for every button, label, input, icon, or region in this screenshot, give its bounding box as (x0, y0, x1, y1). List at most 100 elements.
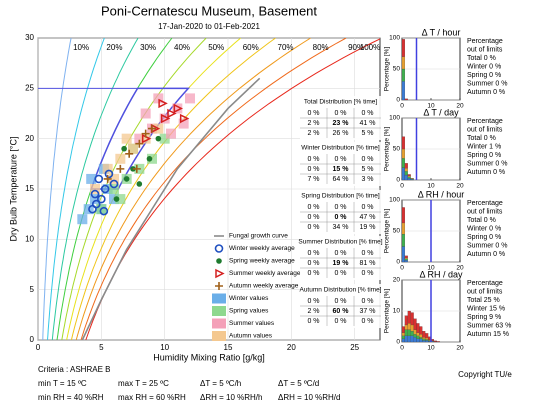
hist-bar (419, 337, 423, 340)
x-axis-label: Humidity Mixing Ratio [g/kg] (153, 352, 265, 362)
marker-plus (103, 174, 112, 183)
table-title: Spring Distribution [% time] (301, 193, 380, 200)
criteria-item: ΔT = 5 ºC/d (278, 379, 319, 388)
table-cell: 0 % (334, 204, 346, 211)
marker-square (128, 143, 138, 154)
stat: Winter 15 % (467, 305, 505, 312)
hist-bar (404, 258, 408, 261)
hist-y-label: Percentage [%] (384, 127, 391, 172)
table-cell: 47 % (360, 214, 376, 221)
table-cell: 3 % (361, 176, 373, 183)
table-cell: 0 % (307, 318, 319, 325)
legend-swatch (212, 306, 226, 316)
hist-bar (401, 56, 405, 70)
note: Percentage (467, 200, 503, 207)
marker-square (90, 184, 100, 194)
rh-label: 60% (243, 43, 259, 52)
hist-bar (416, 323, 420, 333)
y-tick-label: 0 (396, 259, 400, 266)
note: out of limits (467, 208, 503, 215)
marker-square (159, 113, 170, 124)
table-cell: 0 % (307, 224, 319, 231)
x-tick-label: 10 (427, 265, 435, 272)
marker-circle (97, 194, 106, 204)
fungal-curve (81, 77, 261, 340)
table-cell: 60 % (333, 308, 350, 315)
marker-square (178, 118, 189, 129)
hist-bar (401, 207, 405, 224)
hist-bar (401, 167, 405, 181)
x-tick-label: 20 (456, 183, 464, 190)
hist-bar (407, 174, 411, 176)
marker-dot (121, 145, 127, 152)
hist-bar (401, 136, 405, 150)
note: out of limits (467, 126, 503, 133)
y-tick-label: 15 (25, 184, 34, 193)
stat: Total 0 % (467, 55, 496, 62)
marker-square (77, 214, 88, 225)
y-tick-label: 0 (396, 339, 400, 346)
x-tick-label: 0 (36, 343, 41, 352)
marker-square (166, 128, 176, 139)
x-tick-label: 5 (99, 343, 104, 352)
table-cell: 0 % (361, 110, 373, 117)
marker-plus (132, 164, 141, 173)
stat: Total 25 % (467, 297, 500, 304)
criteria-title: Criteria : ASHRAE B (38, 365, 110, 374)
table-title: Winter Distribution [% time] (301, 145, 380, 152)
y-tick-label: 0 (30, 335, 35, 344)
chart-subtitle: 17-Jan-2020 to 01-Feb-2021 (158, 22, 260, 31)
marker-dot (146, 156, 153, 162)
table-cell: 7 % (307, 176, 319, 183)
hist-y-label: Percentage [%] (384, 209, 391, 254)
hist-bar (410, 324, 414, 332)
rh-curve (80, 38, 347, 340)
marker-circle (104, 169, 114, 179)
x-tick-label: 0 (400, 265, 404, 272)
marker-square (109, 173, 119, 184)
marker-square (86, 173, 97, 184)
hist-bar (401, 338, 405, 343)
marker-circle (91, 199, 101, 209)
stat: Summer 0 % (467, 242, 507, 249)
hist-bar (401, 332, 405, 336)
table-cell: 0 % (307, 270, 319, 277)
hist-bar (433, 340, 437, 342)
table-cell: 0 % (307, 156, 319, 163)
rh-curve (75, 38, 311, 340)
hist-bar (404, 174, 408, 181)
legend-label: Winter weekly average (229, 245, 295, 252)
hist-bar (422, 337, 426, 340)
table-title: Autumn Distribution [% time] (299, 287, 381, 294)
hist-bar (425, 337, 429, 340)
hist-bar (404, 335, 408, 343)
legend-label: Winter values (229, 295, 269, 302)
y-tick-label: 25 (25, 83, 34, 92)
y-tick-label: 20 (25, 134, 34, 143)
stat: Spring 0 % (467, 152, 501, 159)
hist-bar (401, 326, 405, 333)
stat: Winter 0 % (467, 63, 501, 70)
marker-dot (216, 258, 222, 264)
table-cell: 23 % (333, 120, 350, 127)
x-tick-label: 25 (350, 343, 359, 352)
hist-bar (407, 335, 411, 343)
table-cell: 0 % (307, 260, 319, 267)
note: Percentage (467, 38, 503, 45)
note: out of limits (467, 46, 503, 53)
marker-dot (136, 181, 143, 187)
copyright: Copyright TU/e (458, 370, 512, 379)
marker-circle (214, 244, 224, 253)
note: Percentage (467, 280, 503, 287)
hist-bar (425, 339, 429, 341)
stat: Winter 1 % (467, 143, 501, 150)
legend-swatch (212, 293, 226, 304)
rh-label: 20% (106, 43, 122, 52)
table-title: Summer Distribution [% time] (298, 239, 382, 246)
table-cell: 0 % (307, 214, 319, 221)
hist-bar (401, 158, 405, 168)
hist-bar (401, 246, 405, 263)
hist-bar (416, 332, 420, 336)
stat: Autumn 15 % (467, 331, 509, 338)
table-cell: 0 % (307, 204, 319, 211)
